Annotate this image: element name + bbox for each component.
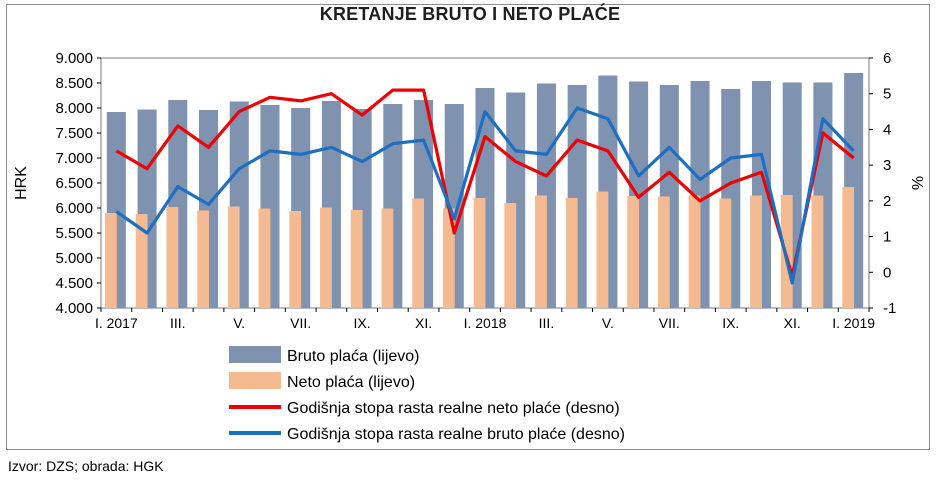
x-tick-label: I. 2019 — [832, 315, 875, 331]
bar-neto-22 — [750, 195, 762, 308]
x-tick-label: XI. — [415, 315, 432, 331]
bar-neto-8 — [320, 207, 332, 308]
left-tick-label: 5.500 — [55, 225, 93, 242]
bar-neto-25 — [842, 187, 855, 308]
right-tick-label: 5 — [883, 86, 891, 103]
legend-bruto-growth-label: Godišnja stopa rasta realne bruto plaće … — [287, 426, 625, 443]
left-tick-label: 4.500 — [55, 275, 93, 292]
x-tick-label: VII. — [659, 315, 680, 331]
right-tick-label: 2 — [883, 193, 891, 210]
right-tick-label: 3 — [883, 157, 891, 174]
source-note: Izvor: DZS; obrada: HGK — [8, 458, 164, 474]
x-tick-label: VII. — [290, 315, 311, 331]
bar-neto-13 — [473, 198, 486, 308]
x-tick-label: III. — [170, 315, 186, 331]
x-tick-label: XI. — [784, 315, 801, 331]
bar-neto-2 — [135, 214, 148, 308]
left-axis-ticks: 4.000 4.500 5.000 5.500 6.000 6.500 7.000 7.500… — [55, 50, 101, 317]
lines-group — [115, 88, 855, 285]
chart-svg: 4.000 4.500 5.000 5.500 6.000 6.500 7.000 7.500… — [13, 50, 925, 443]
bar-neto-10 — [381, 208, 394, 308]
left-tick-label: 4.000 — [55, 300, 93, 317]
bar-neto-9 — [350, 210, 363, 308]
right-tick-label: 1 — [883, 229, 891, 246]
bar-neto-11 — [412, 198, 425, 308]
x-tick-label: V. — [233, 315, 245, 331]
x-tick-label: III. — [539, 315, 555, 331]
x-axis-ticks: I. 2017 III. V. VII. IX. XI. I. 2018 III. V. VII.… — [95, 308, 875, 331]
legend-neto-growth-label: Godišnja stopa rasta realne neto plaće (… — [287, 400, 620, 417]
left-tick-label: 5.000 — [55, 250, 93, 267]
x-tick-label: IX. — [722, 315, 739, 331]
right-axis-ticks: -1 0 1 2 3 4 5 6 — [869, 50, 896, 317]
left-tick-label: 6.000 — [55, 200, 93, 217]
chart-title: KRETANJE BRUTO I NETO PLAĆE — [319, 4, 621, 24]
bar-neto-14 — [504, 203, 517, 308]
bar-neto-19 — [657, 196, 670, 308]
x-tick-label: V. — [602, 315, 614, 331]
x-tick-label: IX. — [354, 315, 371, 331]
bar-neto-7 — [289, 211, 302, 308]
bar-neto-21 — [719, 198, 732, 308]
bars-group — [104, 73, 864, 308]
right-tick-label: 0 — [883, 264, 891, 281]
legend: Bruto plaća (lijevo) Neto plaća (lijevo) G… — [229, 346, 625, 443]
x-tick-label: I. 2017 — [95, 315, 138, 331]
bar-neto-24 — [811, 195, 824, 308]
y2-axis-label: % — [908, 176, 925, 190]
left-tick-label: 7.500 — [55, 125, 93, 142]
right-tick-label: -1 — [883, 300, 896, 317]
x-tick-label: I. 2018 — [464, 315, 507, 331]
bar-neto-15 — [535, 195, 547, 308]
left-tick-label: 6.500 — [55, 175, 93, 192]
legend-neto-label: Neto plaća (lijevo) — [287, 374, 415, 391]
bar-neto-4 — [197, 210, 209, 308]
left-tick-label: 8.000 — [55, 100, 93, 117]
right-tick-label: 4 — [883, 121, 891, 138]
bar-neto-17 — [596, 191, 609, 308]
legend-bruto-swatch — [229, 346, 281, 363]
bar-neto-3 — [166, 207, 179, 308]
legend-bruto-label: Bruto plaća (lijevo) — [287, 348, 420, 365]
line-bruto-growth — [115, 106, 855, 285]
bar-neto-5 — [227, 206, 240, 308]
left-tick-label: 8.500 — [55, 75, 93, 92]
bar-neto-23 — [780, 195, 793, 308]
line-neto-growth — [115, 88, 855, 278]
bar-neto-1 — [104, 213, 117, 308]
bar-neto-6 — [258, 208, 271, 308]
right-tick-label: 6 — [883, 50, 891, 67]
legend-neto-swatch — [229, 372, 281, 389]
left-tick-label: 9.000 — [55, 50, 93, 67]
bar-neto-16 — [565, 198, 578, 308]
bar-neto-20 — [688, 195, 701, 308]
bar-neto-18 — [627, 196, 640, 308]
y-axis-label: HRK — [13, 166, 30, 200]
left-tick-label: 7.000 — [55, 150, 93, 167]
bar-neto-12 — [442, 208, 455, 308]
